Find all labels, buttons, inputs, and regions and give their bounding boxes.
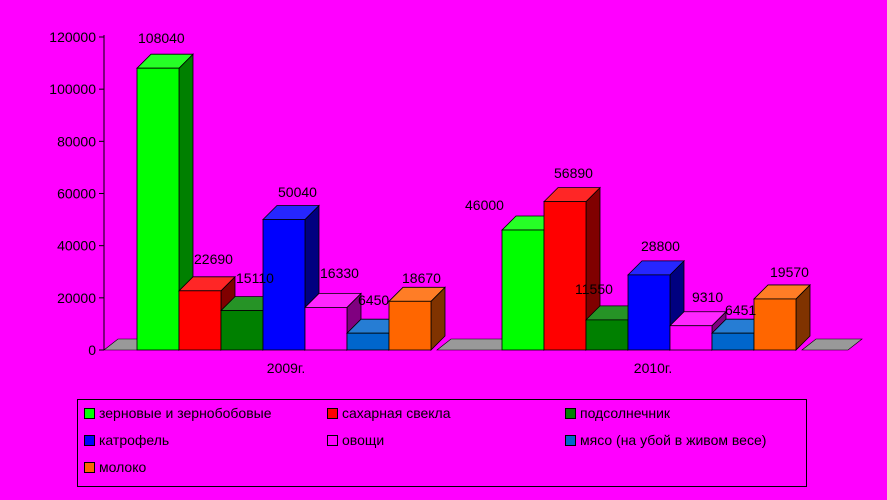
bar-front: [753, 298, 797, 351]
y-tick-label: 20000: [57, 290, 96, 306]
legend-item: овощи: [327, 431, 384, 449]
legend-swatch: [565, 434, 576, 446]
legend-swatch: [84, 407, 95, 419]
legend-item: подсолнечник: [565, 404, 670, 422]
bar-front: [136, 67, 180, 351]
legend-label: овощи: [342, 432, 385, 448]
y-tick-label: 60000: [57, 186, 96, 202]
x-category-label: 2010г.: [634, 360, 672, 376]
bar-front: [304, 307, 348, 351]
legend-item: молоко: [84, 458, 146, 476]
legend-swatch: [84, 461, 95, 473]
data-label: 6451: [725, 302, 756, 318]
data-label: 50040: [278, 184, 317, 200]
legend-item: зерновые и зернобобовые: [84, 404, 271, 422]
legend-label: мясо (на убой в живом весе): [580, 432, 767, 448]
legend-label: сахарная свекла: [342, 405, 451, 421]
legend-label: зерновые и зернобобовые: [99, 405, 272, 421]
y-tick-label: 100000: [49, 81, 96, 97]
legend-swatch: [565, 407, 576, 419]
bar-front: [711, 332, 755, 351]
x-category-label: 2009г.: [267, 360, 305, 376]
bar: [304, 292, 362, 351]
bar-front: [669, 325, 713, 351]
bar-front: [178, 290, 222, 351]
chart-floor: [801, 338, 863, 351]
data-label: 19570: [770, 264, 809, 280]
legend-swatch: [327, 434, 338, 446]
legend-label: катрофель: [99, 432, 170, 448]
legend-item: мясо (на убой в живом весе): [565, 431, 766, 449]
bar-front: [585, 319, 629, 351]
legend-item: катрофель: [84, 431, 169, 449]
data-label: 46000: [465, 197, 504, 213]
chart-legend: зерновые и зернобобовые сахарная свекла по…: [77, 399, 807, 487]
bar-front: [346, 332, 390, 351]
data-label: 9310: [692, 289, 723, 305]
data-label: 15110: [236, 270, 274, 286]
bar: [388, 286, 446, 351]
legend-label: молоко: [99, 459, 147, 475]
legend-swatch: [84, 434, 95, 446]
y-tick-label: 0: [88, 342, 96, 358]
bar-front: [388, 300, 432, 351]
bar-front: [627, 274, 671, 351]
data-label: 22690: [194, 251, 233, 267]
data-label: 6450: [358, 292, 389, 308]
y-tick-label: 40000: [57, 238, 96, 254]
legend-label: подсолнечник: [580, 405, 671, 421]
data-label: 28800: [641, 238, 680, 254]
data-label: 11550: [575, 281, 613, 297]
legend-item: сахарная свекла: [327, 404, 451, 422]
bar-front: [262, 219, 306, 351]
y-tick-label: 120000: [49, 29, 96, 45]
data-label: 18670: [402, 270, 441, 286]
data-label: 56890: [554, 165, 593, 181]
data-label: 16330: [320, 265, 359, 281]
bar-front: [220, 310, 264, 351]
data-label: 108040: [138, 30, 185, 46]
legend-swatch: [327, 407, 338, 419]
bar-front: [501, 229, 545, 351]
bar: [753, 283, 811, 351]
bar-front: [543, 201, 587, 351]
bar: [136, 53, 194, 351]
y-tick-label: 80000: [57, 133, 96, 149]
